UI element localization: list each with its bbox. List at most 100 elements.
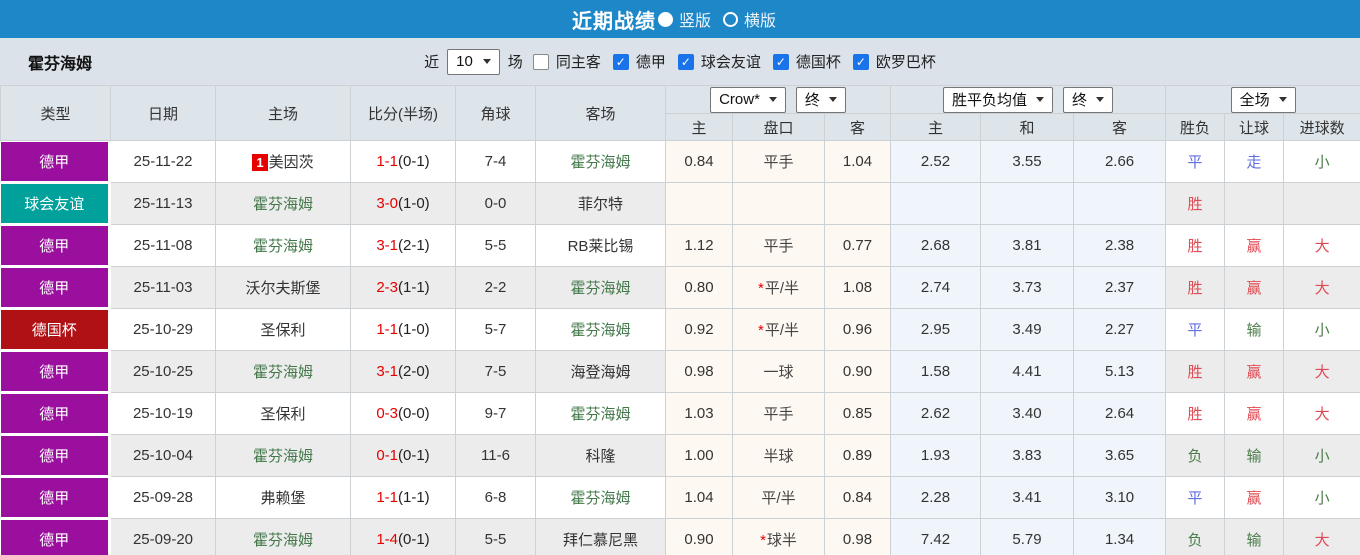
result-wdl: 平 [1165,308,1226,351]
avg-home-odds: 2.68 [890,224,982,267]
handicap-line-text: 平手 [763,154,794,171]
avg-draw-odds: 3.83 [980,434,1075,477]
league-type-badge: 德甲 [0,394,108,433]
handicap-line-text: 平/半 [764,280,799,297]
horizontal-layout-radio[interactable] [723,11,738,27]
check-icon: ✓ [680,54,691,69]
same-venue-label[interactable]: 同主客 [555,54,601,71]
result-goals: 小 [1283,140,1360,183]
avg-away-odds: 2.64 [1073,392,1167,435]
avg-away-odds: 2.37 [1073,266,1167,309]
fulltime-score: 2-3 [376,279,398,296]
league-checkbox-friendly[interactable]: ✓ [677,53,694,70]
avg-odds-period-value: 终 [1072,92,1088,109]
match-date: 25-09-28 [110,476,216,519]
handicap-away-odds: 0.90 [823,350,892,393]
horizontal-layout-label[interactable]: 横版 [744,13,777,30]
home-team-name: 沃尔夫斯堡 [245,280,321,297]
odds-period-value: 终 [804,92,820,109]
result-goals: 小 [1283,308,1360,351]
avg-away-odds: 2.38 [1073,224,1167,267]
avg-draw-odds: 3.55 [980,140,1075,183]
vertical-layout-label[interactable]: 竖版 [678,13,711,30]
home-team-name: 美因茨 [268,154,314,171]
avg-odds-period-select[interactable]: 终 [1063,86,1114,113]
avg-draw-odds: 5.79 [980,518,1075,555]
avg-draw-odds: 4.41 [980,350,1075,393]
result-goals: 大 [1283,392,1360,435]
scope-select[interactable]: 全场 [1230,86,1296,113]
handicap-star: * [760,532,766,549]
layout-radio-group: 竖版 横版 [657,7,788,31]
result-goals: 大 [1283,266,1360,309]
same-venue-checkbox[interactable] [532,53,549,70]
sub-header-avg-away: 客 [1073,113,1167,141]
col-header-home: 主场 [215,85,351,141]
corner-score: 7-5 [455,350,536,393]
chevron-down-icon [1096,97,1105,102]
halftime-score: (0-1) [398,447,430,464]
odds-company-select[interactable]: Crow* [710,86,786,113]
match-date: 25-10-04 [110,434,216,477]
sub-header-avg-draw: 和 [980,113,1075,141]
match-date: 25-11-22 [110,140,216,183]
result-goals: 大 [1283,518,1360,555]
chevron-down-icon [828,97,837,102]
handicap-home-odds [665,182,733,225]
match-score: 3-1(2-0) [350,350,456,393]
avg-home-odds: 7.42 [890,518,982,555]
filter-controls: 近 10 场 同主客 ✓ 德甲 ✓ 球会友谊 ✓ 德国杯 ✓ 欧罗巴杯 [424,48,936,75]
vertical-layout-radio[interactable] [657,11,673,27]
check-icon: ✓ [775,54,786,69]
away-team-name: 菲尔特 [577,196,623,213]
league-label-dfb-pokal[interactable]: 德国杯 [795,54,841,71]
avg-away-odds: 2.66 [1073,140,1167,183]
league-checkbox-bundesliga[interactable]: ✓ [612,53,629,70]
league-label-friendly[interactable]: 球会友谊 [700,54,761,71]
match-score: 1-1(0-1) [350,140,456,183]
home-team-name: 霍芬海姆 [252,238,313,255]
league-type-badge: 德甲 [0,436,108,475]
result-goals: 小 [1283,476,1360,519]
match-score: 2-3(1-1) [350,266,456,309]
sub-header-result-goals: 进球数 [1283,113,1360,141]
home-team-name: 圣保利 [260,406,306,423]
handicap-line-text: 平手 [763,238,794,255]
avg-odds-type-value: 胜平负均值 [952,92,1028,109]
avg-away-odds: 3.10 [1073,476,1167,519]
league-checkbox-europa[interactable]: ✓ [852,53,869,70]
away-team-name: RB莱比锡 [567,238,634,255]
result-handicap: 赢 [1224,266,1285,309]
match-date: 25-09-20 [110,518,216,555]
recent-count-select[interactable]: 10 [447,48,500,75]
league-label-europa[interactable]: 欧罗巴杯 [875,54,936,71]
match-score: 1-1(1-1) [350,476,456,519]
league-checkbox-dfb-pokal[interactable]: ✓ [772,53,789,70]
table-row: 德甲 25-10-19 圣保利 0-3(0-0) 9-7 霍芬海姆 1.03 平… [0,392,1360,435]
league-label-bundesliga[interactable]: 德甲 [635,54,666,71]
match-date: 25-10-19 [110,392,216,435]
halftime-score: (0-1) [398,531,430,548]
result-wdl: 负 [1165,518,1226,555]
fulltime-score: 3-1 [376,363,398,380]
result-handicap: 输 [1224,308,1285,351]
handicap-line-text: 平/半 [764,322,799,339]
halftime-score: (2-1) [398,237,430,254]
team-name-title: 霍芬海姆 [28,55,93,73]
match-score: 3-0(1-0) [350,182,456,225]
home-team-name: 霍芬海姆 [252,532,313,549]
match-date: 25-10-29 [110,308,216,351]
handicap-home-odds: 0.92 [665,308,733,351]
filter-bar: 霍芬海姆 近 10 场 同主客 ✓ 德甲 ✓ 球会友谊 ✓ 德国杯 ✓ 欧罗巴杯 [0,38,1360,85]
league-type-badge: 德甲 [0,226,108,265]
result-goals: 大 [1283,350,1360,393]
away-team-name: 科隆 [585,448,616,465]
avg-away-odds: 5.13 [1073,350,1167,393]
avg-home-odds: 2.28 [890,476,982,519]
result-goals [1283,182,1360,225]
handicap-home-odds: 0.90 [665,518,733,555]
odds-period-select[interactable]: 终 [795,86,846,113]
avg-odds-type-select[interactable]: 胜平负均值 [943,86,1054,113]
result-handicap: 赢 [1224,476,1285,519]
